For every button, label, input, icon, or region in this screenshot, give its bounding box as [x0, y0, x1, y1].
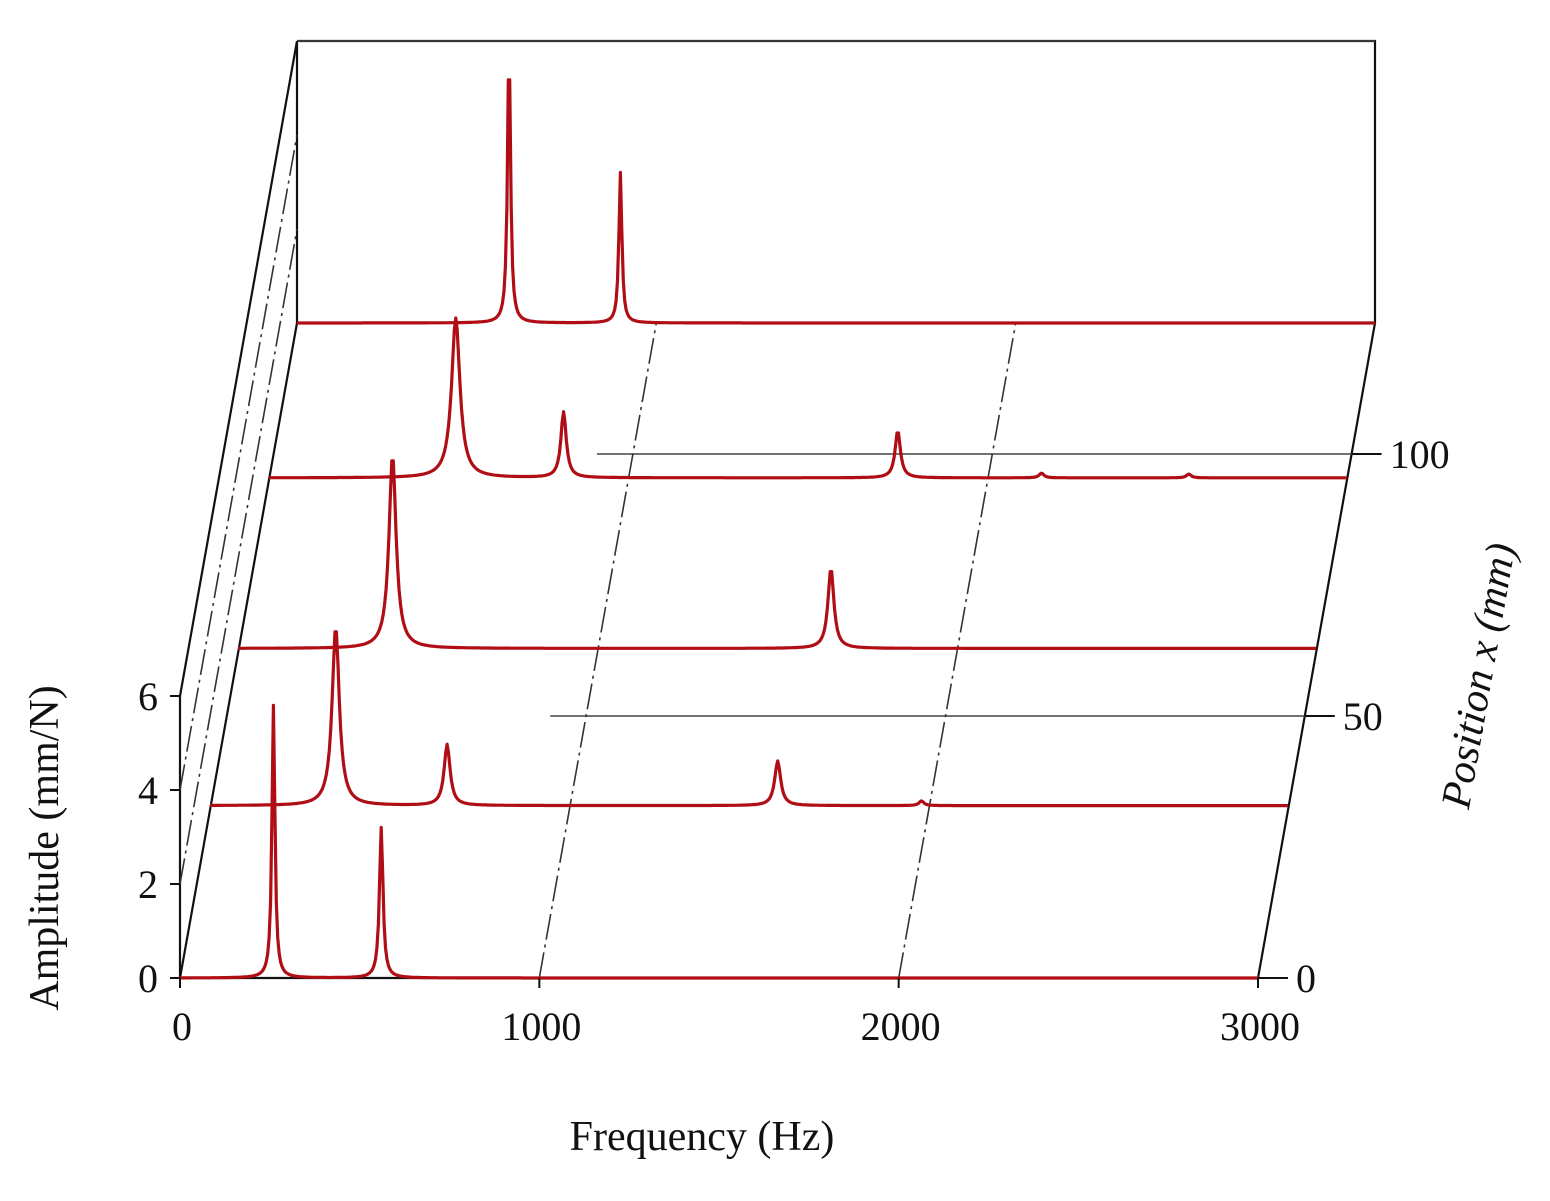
y-axis-title: Amplitude (mm/N): [22, 685, 68, 1010]
y-tick-label: 6: [138, 674, 158, 719]
x-tick-label: 3000: [1220, 1004, 1300, 1049]
x-tick-label: 2000: [861, 1004, 941, 1049]
frequency-guide-lines: [179, 40, 1375, 979]
series-line-1: [209, 630, 1289, 808]
axes-frame: [178, 39, 1377, 980]
back-wall-edge: [297, 39, 1377, 323]
left-top-edge: [178, 40, 299, 697]
series-line-0: [179, 703, 1259, 980]
z-tick-label: 100: [1390, 432, 1450, 477]
z-axis-line: [1256, 322, 1377, 979]
x-tick-label: 0: [172, 1004, 192, 1049]
y-tick-label: 4: [138, 768, 158, 813]
x-axis-title: Frequency (Hz): [570, 1114, 835, 1160]
series-line-2: [237, 459, 1317, 651]
amplitude-wall-line: [179, 134, 298, 791]
y-tick-label: 2: [138, 862, 158, 907]
series-line-3: [268, 316, 1348, 480]
frequency-guide-line: [538, 322, 658, 979]
z-tick-label: 0: [1296, 956, 1316, 1001]
y-tick-label: 0: [138, 956, 158, 1001]
amplitude-wall-line: [179, 228, 298, 885]
z-axis-title: Position x (mm): [1433, 540, 1525, 813]
z-tick-label: 50: [1343, 694, 1383, 739]
left-bottom-edge: [178, 322, 299, 979]
frequency-guide-line: [897, 322, 1017, 979]
series-lines: [179, 78, 1376, 980]
series-line-4: [296, 78, 1376, 325]
x-tick-label: 1000: [501, 1004, 581, 1049]
